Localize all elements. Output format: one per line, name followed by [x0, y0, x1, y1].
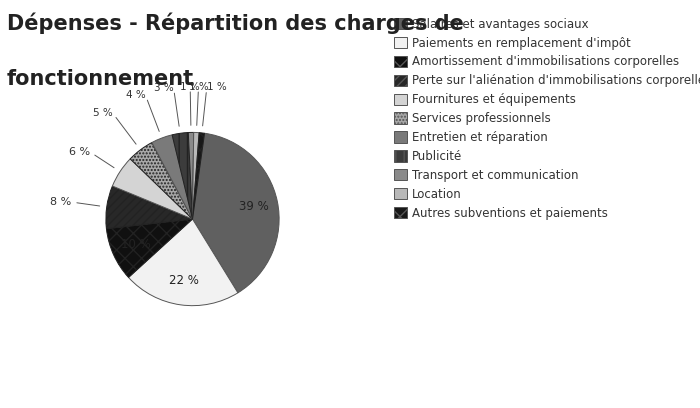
Text: Dépenses - Répartition des charges de: Dépenses - Répartition des charges de	[7, 12, 464, 34]
Wedge shape	[106, 186, 193, 229]
Text: fonctionnement: fonctionnement	[7, 69, 194, 89]
Wedge shape	[193, 133, 279, 293]
Wedge shape	[193, 133, 204, 219]
Text: 1 %: 1 %	[206, 82, 227, 93]
Text: 1 %: 1 %	[188, 82, 209, 92]
Wedge shape	[113, 159, 192, 219]
Legend: Salaires et avantages sociaux, Paiements en remplacement d'impôt, Amortissement : Salaires et avantages sociaux, Paiements…	[391, 14, 700, 223]
Text: 39 %: 39 %	[239, 200, 268, 213]
Text: 3 %: 3 %	[154, 83, 174, 93]
Wedge shape	[129, 219, 238, 306]
Text: 1 %: 1 %	[181, 82, 200, 92]
Text: 10 %: 10 %	[121, 238, 150, 251]
Wedge shape	[188, 133, 194, 219]
Wedge shape	[172, 133, 192, 219]
Wedge shape	[193, 133, 199, 219]
Wedge shape	[106, 219, 192, 277]
Wedge shape	[152, 135, 193, 219]
Text: 6 %: 6 %	[69, 147, 90, 157]
Text: 22 %: 22 %	[169, 274, 199, 287]
Wedge shape	[130, 142, 192, 219]
Text: 4 %: 4 %	[126, 90, 146, 100]
Text: 5 %: 5 %	[93, 109, 113, 118]
Text: 8 %: 8 %	[50, 197, 71, 207]
